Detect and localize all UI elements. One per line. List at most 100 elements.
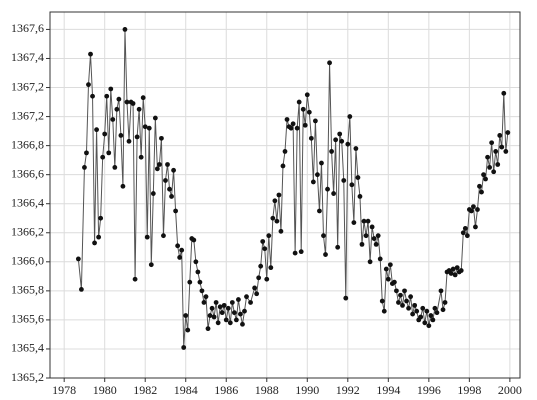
data-point <box>242 308 247 314</box>
data-point <box>266 233 272 239</box>
data-point <box>165 162 170 167</box>
data-point <box>221 302 227 308</box>
data-point <box>426 323 432 329</box>
data-point <box>240 321 245 327</box>
data-point <box>104 93 110 99</box>
data-point <box>144 234 150 240</box>
data-point <box>296 99 302 105</box>
data-point <box>460 230 466 236</box>
data-point <box>479 189 484 195</box>
data-point <box>167 186 172 192</box>
data-point <box>391 279 397 285</box>
data-point <box>347 114 353 119</box>
data-point <box>211 314 217 320</box>
data-point <box>448 271 454 276</box>
data-point <box>505 130 511 135</box>
data-point <box>274 218 280 224</box>
y-tick-label: 1367,4 <box>11 50 44 64</box>
data-point <box>229 300 235 305</box>
data-point <box>357 194 363 199</box>
data-point <box>339 138 345 144</box>
data-point <box>248 300 253 305</box>
data-point <box>108 86 114 92</box>
y-tick-label: 1365,2 <box>11 370 44 384</box>
data-point <box>452 272 458 278</box>
data-point <box>236 297 241 302</box>
data-point <box>114 106 120 112</box>
data-point <box>412 302 418 308</box>
data-point <box>244 294 249 300</box>
data-point <box>499 144 505 150</box>
data-point <box>185 327 191 333</box>
data-point <box>473 224 478 230</box>
data-point <box>159 135 164 141</box>
data-point <box>304 92 310 98</box>
data-point <box>464 233 470 239</box>
data-point <box>203 294 209 300</box>
y-tick-label: 1367,2 <box>11 108 44 122</box>
data-point <box>375 233 381 239</box>
data-point <box>258 263 264 269</box>
data-point <box>343 295 349 301</box>
data-point <box>462 226 468 231</box>
data-point <box>98 215 104 221</box>
data-point <box>219 310 225 316</box>
data-point <box>187 279 193 285</box>
data-point <box>414 308 420 314</box>
x-tick-label: 1984 <box>174 383 198 397</box>
data-point <box>79 287 84 292</box>
data-point <box>420 305 426 311</box>
data-point <box>381 308 387 314</box>
data-point <box>163 178 168 183</box>
data-point <box>485 154 490 160</box>
data-point <box>321 233 326 239</box>
data-point <box>213 300 219 305</box>
grid <box>50 12 520 379</box>
data-point <box>406 305 411 311</box>
y-tick-label: 1366,4 <box>11 195 44 209</box>
data-point <box>288 125 294 131</box>
data-point <box>205 326 211 332</box>
data-point <box>371 236 377 241</box>
data-point <box>489 140 495 146</box>
data-point <box>173 208 179 214</box>
data-point <box>440 307 446 313</box>
data-point <box>290 121 296 127</box>
data-point <box>122 27 128 32</box>
data-point <box>256 275 262 281</box>
data-point <box>171 167 176 173</box>
y-tick-label: 1366,0 <box>11 254 44 268</box>
data-point <box>86 82 91 88</box>
data-point <box>260 239 266 244</box>
data-point <box>154 166 160 172</box>
data-point <box>430 317 436 323</box>
data-point <box>458 268 464 273</box>
data-point <box>408 294 414 300</box>
data-point <box>268 265 274 271</box>
data-point <box>264 276 270 282</box>
data-point <box>282 149 288 154</box>
data-point <box>197 279 203 285</box>
data-point <box>331 191 337 196</box>
data-point <box>377 256 383 262</box>
data-point <box>315 172 320 178</box>
data-point <box>495 162 501 167</box>
data-point <box>146 125 152 131</box>
data-point <box>487 165 493 170</box>
data-point <box>306 109 312 115</box>
data-point <box>310 179 316 185</box>
data-point <box>132 276 138 282</box>
data-point <box>351 220 357 225</box>
data-point <box>118 133 124 138</box>
data-point <box>475 207 480 212</box>
y-tick-label: 1365,6 <box>11 312 44 326</box>
data-point <box>96 234 102 240</box>
data-point <box>302 122 308 128</box>
data-point <box>317 208 322 214</box>
data-point <box>298 249 304 255</box>
data-point <box>181 345 187 350</box>
data-point <box>102 131 108 137</box>
data-point <box>438 288 444 294</box>
data-point <box>231 310 237 316</box>
